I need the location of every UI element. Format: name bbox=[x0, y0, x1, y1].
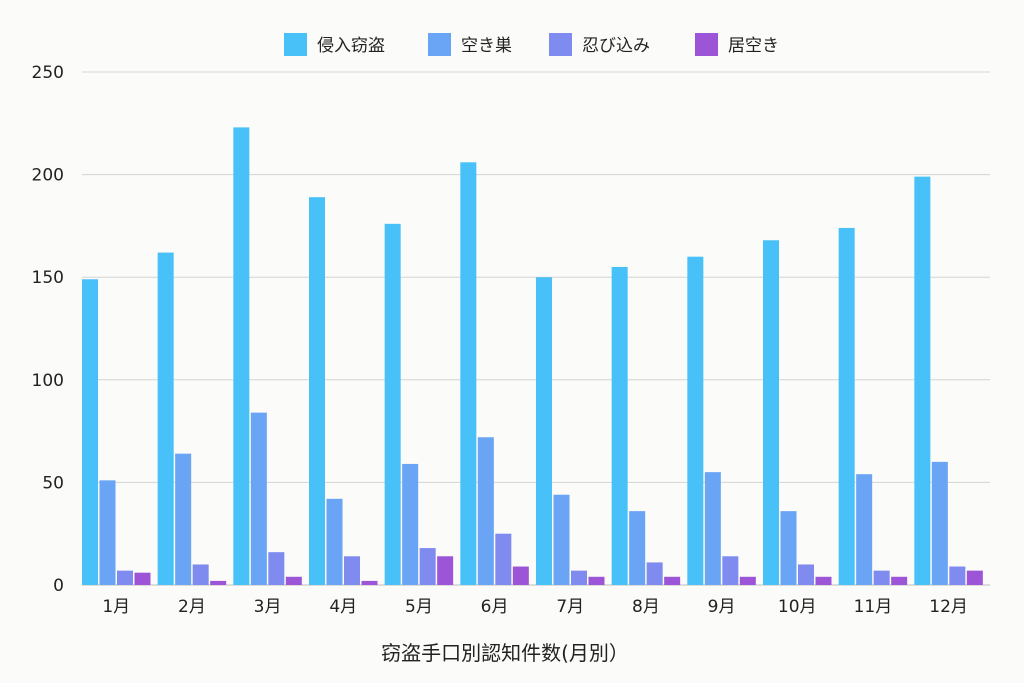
y-tick-label: 0 bbox=[53, 576, 64, 596]
bar bbox=[477, 437, 494, 585]
bar bbox=[611, 266, 628, 585]
bar bbox=[117, 570, 133, 585]
bar bbox=[419, 548, 436, 585]
bar bbox=[914, 176, 931, 586]
bar bbox=[629, 511, 646, 585]
x-tick-label: 1月 bbox=[102, 597, 130, 617]
bar bbox=[384, 223, 401, 585]
bar bbox=[495, 533, 512, 585]
bar bbox=[722, 556, 739, 585]
x-tick-label: 3月 bbox=[254, 597, 282, 617]
y-tick-label: 100 bbox=[32, 371, 64, 391]
bar bbox=[763, 240, 779, 586]
legend-label: 空き巣 bbox=[461, 36, 512, 56]
bar bbox=[233, 127, 250, 586]
y-tick-label: 50 bbox=[42, 473, 64, 493]
legend-item[interactable]: 忍び込み bbox=[549, 33, 650, 56]
bar bbox=[704, 472, 721, 585]
bar bbox=[210, 580, 227, 585]
bar bbox=[192, 564, 209, 585]
bar bbox=[815, 576, 832, 585]
bar bbox=[931, 461, 948, 585]
x-tick-label: 2月 bbox=[178, 597, 206, 617]
y-tick-label: 200 bbox=[32, 166, 64, 186]
bar bbox=[99, 480, 116, 585]
bar bbox=[512, 566, 529, 585]
y-tick-label: 250 bbox=[32, 63, 64, 83]
x-axis: 1月 2月 3月 4月 5月 6月 7月 8月 9月 10月 11月 12月 bbox=[102, 597, 968, 617]
legend-label: 居空き bbox=[728, 36, 779, 56]
legend-swatch bbox=[695, 33, 718, 56]
bar bbox=[460, 162, 477, 585]
bar bbox=[157, 252, 174, 586]
bar bbox=[949, 566, 966, 585]
legend: 侵入窃盗 空き巣 忍び込み 居空き bbox=[284, 33, 779, 56]
bar bbox=[588, 576, 605, 585]
x-tick-label: 11月 bbox=[854, 597, 893, 617]
bar bbox=[268, 552, 285, 585]
bar bbox=[536, 277, 552, 585]
bar bbox=[326, 498, 343, 585]
bar bbox=[739, 576, 756, 585]
legend-item[interactable]: 居空き bbox=[695, 33, 779, 56]
bar bbox=[838, 227, 855, 585]
x-axis-title: 窃盗手口別認知件数(月別） bbox=[381, 641, 629, 665]
bar bbox=[798, 564, 814, 585]
bar bbox=[571, 570, 587, 585]
legend-swatch bbox=[428, 33, 451, 56]
bar bbox=[646, 562, 663, 585]
bar bbox=[250, 412, 267, 585]
legend-swatch bbox=[549, 33, 572, 56]
bar bbox=[687, 256, 704, 585]
x-tick-label: 8月 bbox=[632, 597, 660, 617]
legend-item[interactable]: 空き巣 bbox=[428, 33, 512, 56]
x-tick-label: 10月 bbox=[778, 597, 817, 617]
bar bbox=[856, 474, 873, 585]
bar bbox=[82, 279, 98, 585]
x-tick-label: 4月 bbox=[329, 597, 357, 617]
bar bbox=[361, 580, 378, 585]
bar bbox=[134, 572, 151, 585]
y-axis: 0 50 100 150 200 250 bbox=[32, 63, 64, 596]
bar bbox=[966, 570, 983, 585]
bar bbox=[664, 576, 681, 585]
bar bbox=[402, 463, 419, 585]
bar bbox=[873, 570, 890, 585]
legend-item[interactable]: 侵入窃盗 bbox=[284, 33, 385, 56]
bar bbox=[891, 576, 908, 585]
legend-swatch bbox=[284, 33, 307, 56]
legend-label: 侵入窃盗 bbox=[317, 36, 385, 56]
bar bbox=[309, 197, 325, 585]
x-tick-label: 7月 bbox=[556, 597, 584, 617]
y-tick-label: 150 bbox=[32, 268, 64, 288]
legend-label: 忍び込み bbox=[582, 36, 650, 56]
bars-layer bbox=[82, 127, 983, 586]
bar bbox=[285, 576, 302, 585]
x-tick-label: 9月 bbox=[708, 597, 736, 617]
bar bbox=[175, 453, 192, 585]
bar bbox=[344, 556, 360, 585]
x-tick-label: 12月 bbox=[929, 597, 968, 617]
bar bbox=[437, 556, 454, 585]
x-tick-label: 5月 bbox=[405, 597, 433, 617]
bar bbox=[780, 511, 797, 585]
x-tick-label: 6月 bbox=[481, 597, 509, 617]
bar bbox=[553, 494, 570, 585]
